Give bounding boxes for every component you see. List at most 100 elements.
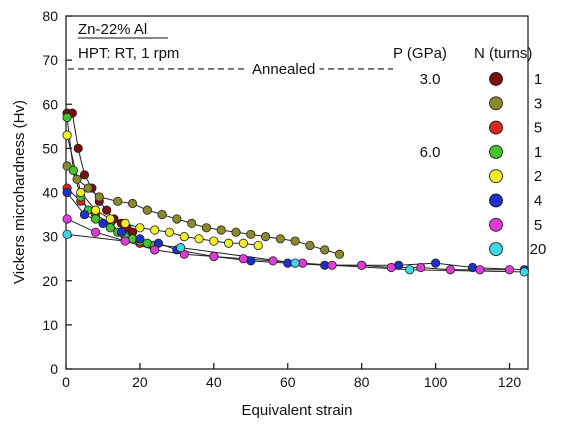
x-tick-label: 40: [206, 374, 222, 390]
legend-pressure-header: P (GPa): [393, 45, 447, 62]
data-point: [102, 205, 112, 215]
y-tick-label: 30: [42, 229, 58, 245]
x-tick-label: 100: [424, 374, 448, 390]
material-label: Zn-22% Al: [78, 21, 147, 38]
data-point: [90, 214, 101, 224]
y-tick-label: 0: [50, 361, 58, 377]
data-point: [79, 209, 90, 220]
data-point: [62, 187, 72, 198]
legend-turns: 5: [534, 120, 542, 137]
data-point: [76, 187, 86, 198]
legend-turns-header: N (turns): [474, 45, 532, 62]
y-tick-label: 70: [42, 52, 58, 68]
data-point: [135, 234, 145, 244]
data-point: [224, 238, 234, 248]
legend-marker: [489, 217, 503, 232]
data-point: [179, 232, 189, 242]
data-point: [209, 236, 219, 246]
data-point: [290, 236, 300, 246]
data-point: [386, 262, 396, 273]
x-axis-label: Equivalent strain: [242, 402, 353, 419]
legend-pressure: 6.0: [420, 144, 441, 161]
data-point: [68, 165, 78, 176]
data-point: [357, 260, 367, 270]
data-point: [209, 251, 219, 262]
legend-pressure: 3.0: [420, 71, 441, 88]
data-point: [172, 214, 182, 224]
data-point: [116, 227, 127, 237]
legend-marker: [489, 144, 503, 159]
data-point: [62, 112, 72, 123]
legend-marker: [489, 242, 503, 257]
data-point: [120, 218, 130, 228]
data-point: [246, 229, 256, 240]
data-point: [98, 218, 108, 228]
data-point: [164, 227, 175, 237]
data-point: [305, 240, 315, 251]
x-tick-label: 80: [354, 374, 370, 390]
data-point: [62, 161, 72, 171]
legend-turns: 20: [530, 241, 547, 258]
data-point: [150, 245, 160, 255]
axis-ticks: 0 20 40 60 80 100 120 0 10 20 30 40 50 60 70 80: [42, 8, 521, 390]
data-point: [216, 225, 226, 235]
legend-marker: [489, 193, 503, 208]
x-tick-label: 0: [62, 374, 70, 390]
data-point: [519, 267, 529, 277]
data-point: [83, 183, 93, 193]
data-point: [135, 223, 145, 233]
y-tick-label: 10: [42, 317, 58, 333]
annealed-gap: [248, 65, 320, 72]
data-point: [62, 130, 72, 140]
data-point: [504, 265, 515, 275]
legend-turns: 3: [534, 95, 542, 112]
legend-turns: 1: [534, 144, 542, 161]
legend: 1 3.0 3 5 1 6.0 2 4 5 20: [420, 71, 547, 258]
data-point: [327, 260, 337, 270]
data-point: [90, 205, 101, 215]
x-tick-label: 60: [280, 374, 296, 390]
data-point: [79, 170, 90, 180]
data-point: [238, 254, 249, 264]
y-tick-label: 50: [42, 140, 58, 156]
data-point: [94, 192, 104, 202]
data-point: [157, 209, 167, 220]
data-point: [150, 225, 160, 235]
data-point: [430, 258, 441, 268]
data-point: [260, 232, 271, 242]
data-point: [405, 265, 415, 275]
y-tick-label: 60: [42, 96, 58, 112]
data-point: [201, 223, 212, 233]
data-point: [62, 229, 72, 240]
data-point: [268, 256, 278, 266]
legend-turns: 4: [534, 193, 542, 210]
data-point: [187, 218, 197, 228]
x-tick-label: 120: [498, 374, 522, 390]
data-point: [194, 234, 204, 244]
legend-turns: 1: [534, 71, 542, 88]
data-point: [62, 214, 72, 224]
legend-marker: [489, 169, 503, 184]
data-point: [142, 205, 152, 215]
legend-turns: 2: [534, 168, 542, 185]
data-point: [253, 240, 263, 251]
data-point: [231, 227, 241, 237]
series-layer: [62, 108, 529, 277]
data-point: [275, 234, 285, 244]
legend-marker: [489, 96, 503, 111]
data-point: [334, 249, 345, 259]
data-point: [320, 245, 330, 255]
legend-marker: [489, 120, 503, 135]
data-point: [120, 236, 130, 246]
annealed-label: Annealed: [252, 61, 315, 78]
data-point: [175, 243, 186, 253]
data-point: [127, 198, 138, 209]
data-point: [416, 262, 426, 273]
y-axis-label: Vickers microhardness (Hv): [11, 100, 28, 284]
data-point: [113, 196, 123, 206]
data-point: [72, 174, 82, 184]
data-point: [73, 143, 83, 153]
data-point: [90, 227, 101, 237]
y-tick-label: 40: [42, 185, 58, 201]
